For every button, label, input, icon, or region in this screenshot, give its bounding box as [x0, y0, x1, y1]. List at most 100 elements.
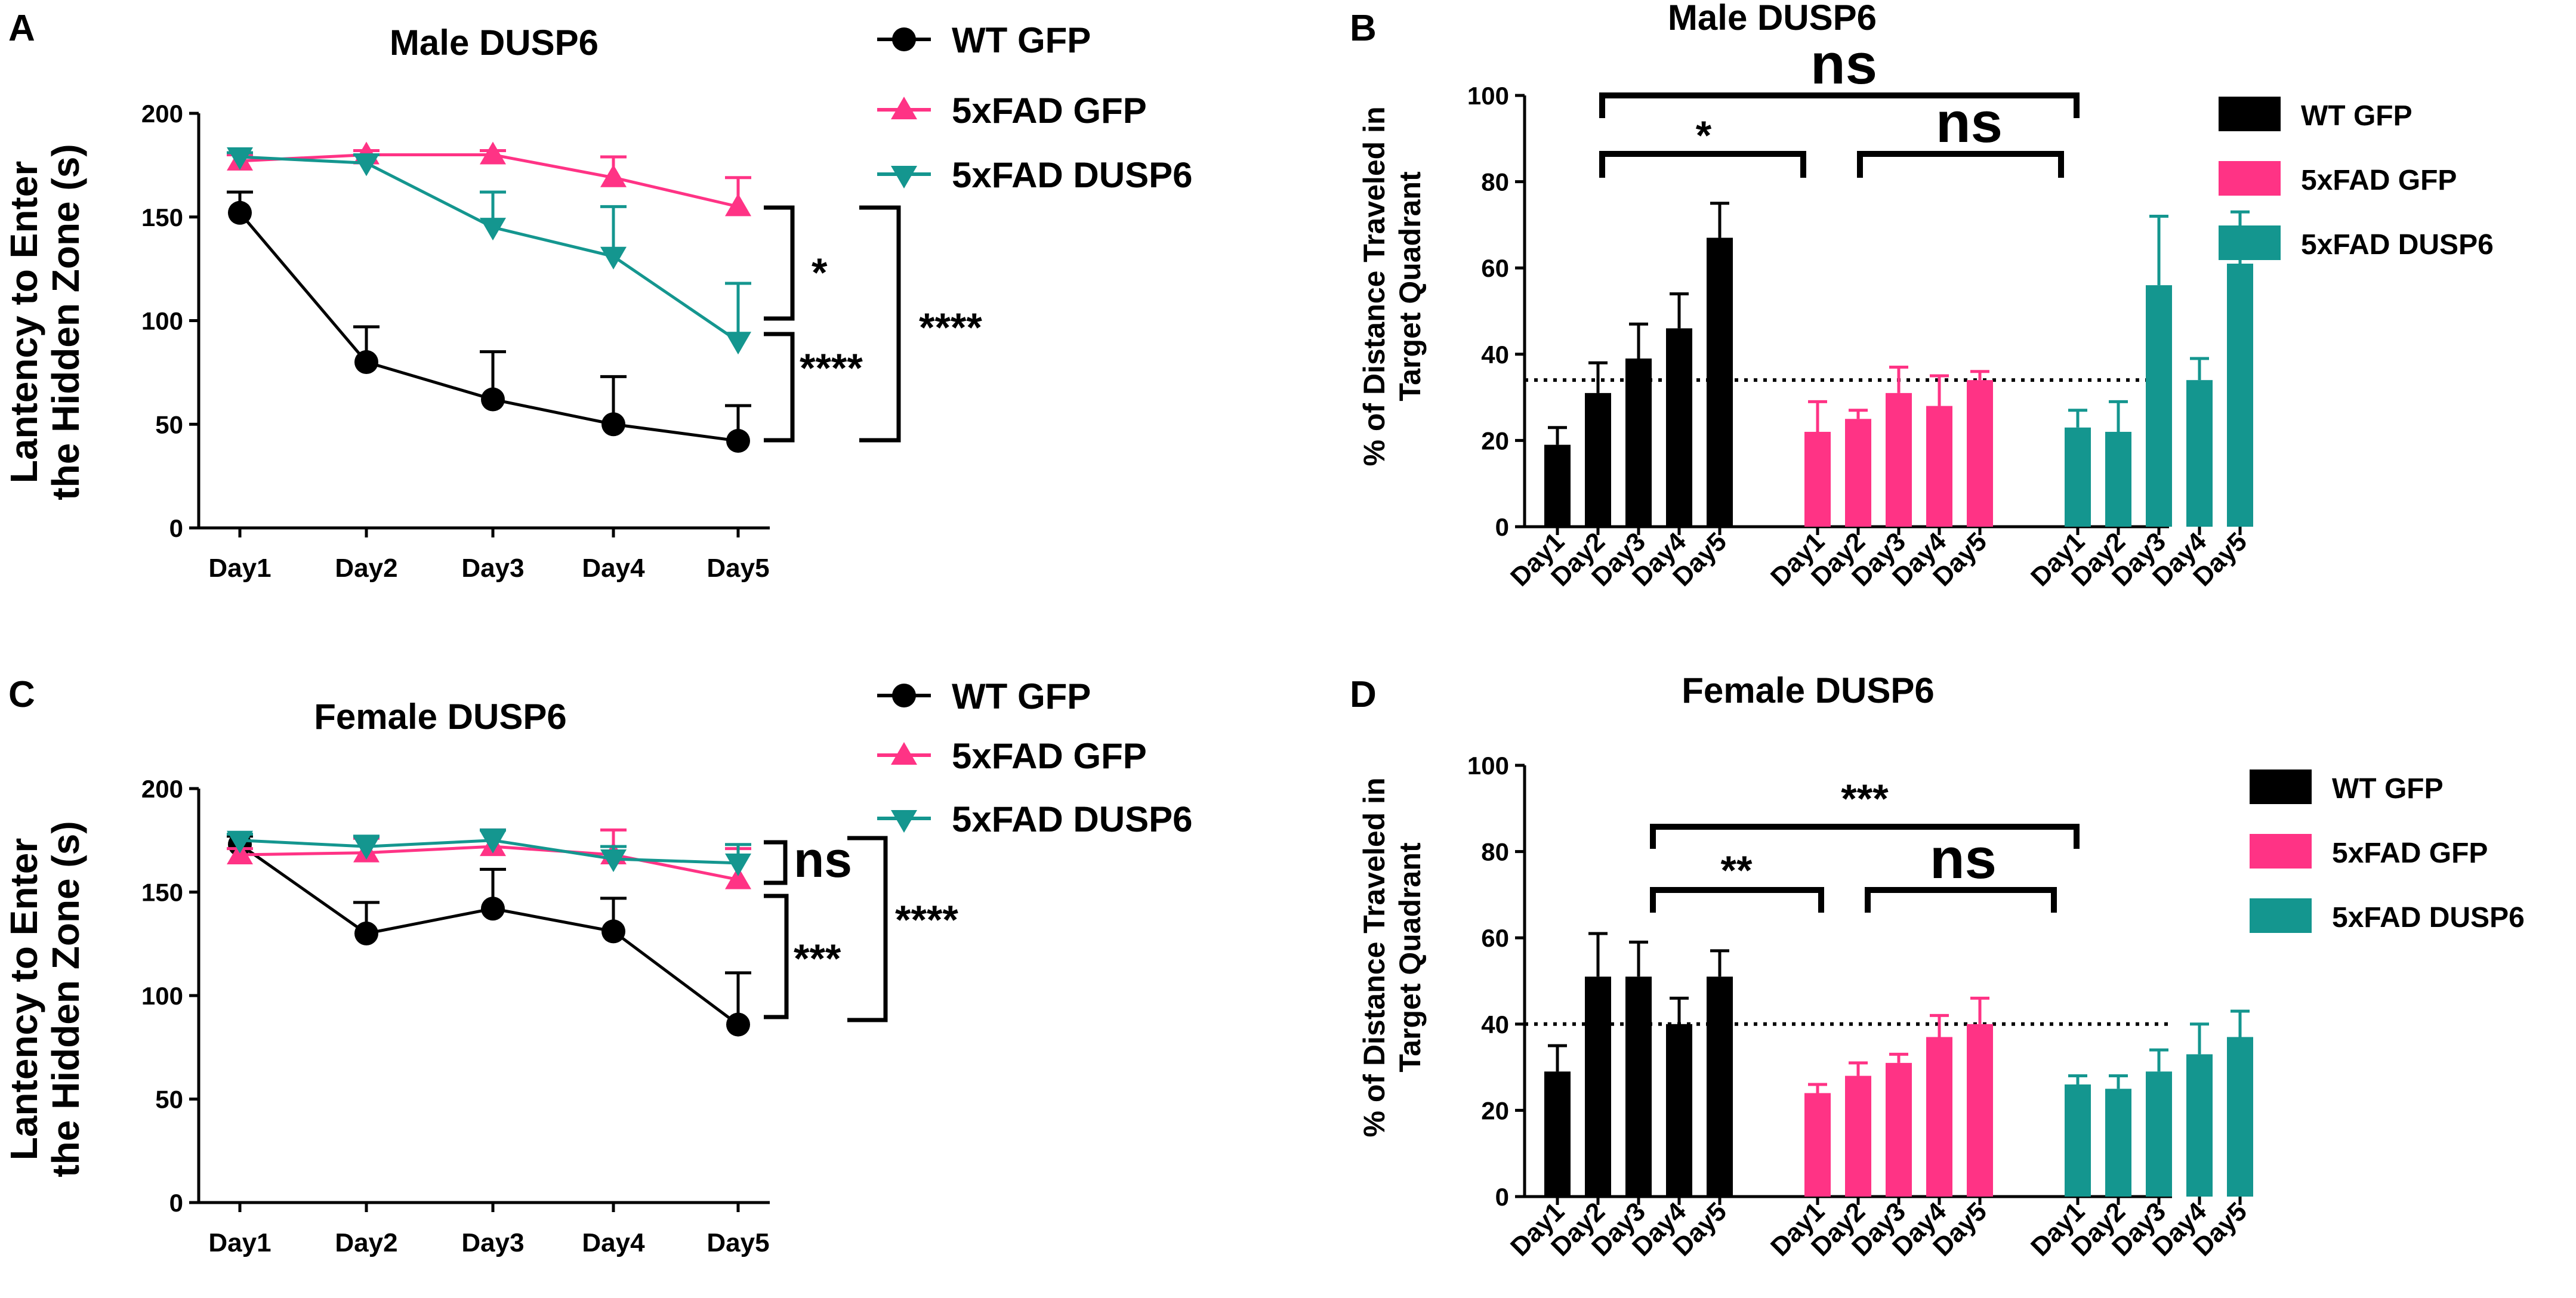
panel-d-bar-chart: Female DUSP6 % of Distance Traveled in T… — [1358, 670, 2525, 1137]
panel-b-legend: WT GFP 5xFAD GFP 5xFAD DUSP6 — [2219, 97, 2494, 261]
bar — [2227, 1037, 2253, 1197]
y-tick-label: 0 — [1495, 513, 1509, 541]
bar — [2105, 1089, 2131, 1197]
data-point — [354, 350, 378, 374]
panel-a-legend: WT GFP 5xFAD GFP 5xFAD DUSP6 — [877, 20, 1192, 195]
panel-b-ylabel-line2: Target Quadrant — [1393, 171, 1427, 401]
legend-circle-marker — [892, 684, 916, 707]
data-point — [480, 141, 506, 165]
bar — [2186, 380, 2213, 527]
data-point — [600, 849, 627, 872]
panel-b-ylabel-line1: % of Distance Traveled in — [1358, 107, 1391, 466]
legend-triangle-up-marker — [891, 742, 917, 765]
panel-c-significance — [764, 836, 888, 1022]
panel-c-sig-3: **** — [895, 897, 958, 942]
data-point — [481, 897, 505, 921]
y-tick-label: 100 — [141, 982, 183, 1010]
panel-b-sig-3: ns — [1936, 91, 2003, 154]
legend-swatch-wt — [2250, 769, 2312, 804]
data-point — [480, 830, 506, 854]
panel-d-legend-fadgfp: 5xFAD GFP — [2332, 837, 2488, 869]
bar — [1967, 380, 1993, 527]
panel-b-legend-wt: WT GFP — [2301, 100, 2413, 132]
x-tick-label: Day3 — [461, 554, 524, 583]
data-point — [481, 387, 505, 412]
panel-c-legend-wt: WT GFP — [952, 676, 1091, 716]
panel-b-bar-chart: Male DUSP6 % of Distance Traveled in Tar… — [1358, 0, 2494, 466]
panel-d-significance — [1650, 824, 2080, 913]
panel-c-sig-1: ns — [794, 832, 852, 888]
panel-a-sig-3: **** — [919, 305, 982, 350]
panel-d-sig-3: ns — [1930, 827, 1997, 891]
data-point — [353, 153, 380, 177]
bar — [1625, 976, 1652, 1197]
x-tick-label: Day2 — [335, 1228, 397, 1257]
bar — [1967, 1024, 1993, 1197]
data-point — [601, 919, 625, 944]
y-tick-label: 50 — [155, 1086, 183, 1114]
panel-a-legend-wt: WT GFP — [952, 20, 1091, 60]
y-tick-label: 80 — [1481, 838, 1509, 866]
panel-b-legend-faddusp: 5xFAD DUSP6 — [2301, 229, 2494, 261]
bar — [1886, 1062, 1912, 1197]
panel-a-ylabel-line1: Lantency to Enter — [2, 161, 45, 484]
panel-letter-c: C — [8, 674, 35, 715]
data-point — [600, 164, 627, 187]
data-point — [354, 921, 378, 945]
x-tick-label: Day1 — [208, 1228, 271, 1257]
legend-swatch-fadgfp — [2219, 161, 2281, 196]
bar — [1544, 444, 1571, 527]
bar — [1666, 1024, 1692, 1197]
data-point — [725, 853, 751, 876]
series-line — [239, 155, 739, 343]
bar — [2105, 431, 2131, 527]
x-tick-label: Day1 — [208, 554, 271, 583]
panel-c-ylabel-line1: Lantency to Enter — [2, 838, 45, 1161]
legend-swatch-wt — [2219, 97, 2281, 131]
legend-triangle-down-marker — [891, 810, 917, 833]
panel-d-legend-faddusp: 5xFAD DUSP6 — [2332, 902, 2525, 934]
legend-triangle-up-marker — [891, 97, 917, 119]
panel-c-ylabel-line2: the Hidden Zone (s) — [44, 821, 87, 1177]
y-tick-label: 100 — [141, 307, 183, 335]
bar — [1707, 237, 1733, 527]
bar — [1845, 1076, 1871, 1197]
panel-d-sig-2: ** — [1721, 848, 1753, 893]
y-tick-label: 100 — [1467, 752, 1509, 780]
x-tick-label: Day5 — [707, 554, 769, 583]
bar — [1707, 976, 1733, 1197]
y-tick-label: 100 — [1467, 82, 1509, 110]
bar — [2146, 285, 2172, 527]
bar — [2065, 1084, 2091, 1197]
panel-b-legend-fadgfp: 5xFAD GFP — [2301, 165, 2457, 196]
legend-swatch-fadgfp — [2250, 834, 2312, 869]
data-point — [600, 246, 627, 270]
data-point — [726, 429, 750, 453]
bar — [1544, 1071, 1571, 1197]
panel-letter-d: D — [1350, 674, 1377, 715]
panel-a-sig-2: **** — [800, 345, 863, 391]
panel-b-sig-2: * — [1696, 113, 1712, 158]
bar — [1585, 976, 1611, 1197]
panel-a-ylabel-line2: the Hidden Zone (s) — [44, 144, 87, 500]
bar — [1585, 393, 1611, 527]
panel-letter-a: A — [8, 8, 35, 49]
y-tick-label: 20 — [1481, 1096, 1509, 1124]
panel-letter-b: B — [1350, 8, 1377, 49]
y-tick-label: 50 — [155, 410, 183, 438]
data-point — [227, 830, 253, 854]
panel-a-sig-1: * — [812, 250, 828, 295]
y-tick-label: 40 — [1481, 1010, 1509, 1039]
y-tick-label: 150 — [141, 203, 183, 231]
panel-c-title: Female DUSP6 — [314, 697, 567, 737]
legend-circle-marker — [892, 27, 916, 51]
bar — [2186, 1054, 2213, 1197]
data-point — [228, 200, 252, 225]
x-tick-label: Day3 — [461, 1228, 524, 1257]
bar — [1845, 419, 1871, 527]
y-tick-label: 80 — [1481, 168, 1509, 196]
panel-c-legend-faddusp: 5xFAD DUSP6 — [952, 799, 1192, 839]
x-tick-label: Day4 — [582, 554, 645, 583]
